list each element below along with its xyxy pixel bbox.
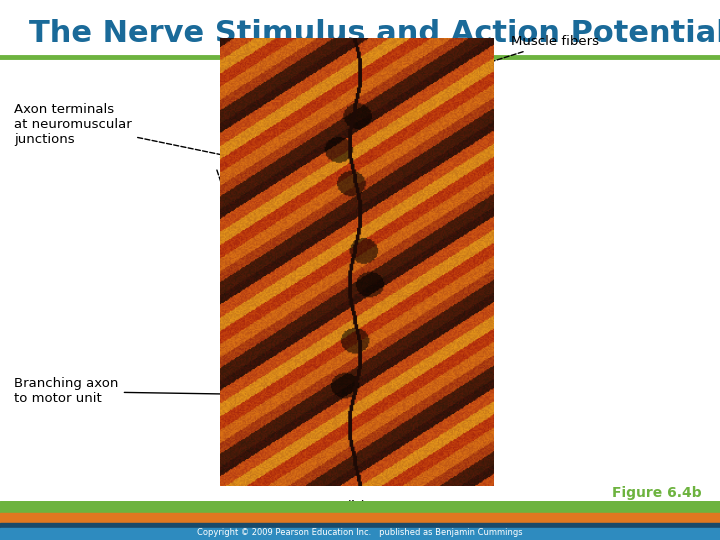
Bar bbox=[0, 528, 720, 540]
Bar bbox=[0, 523, 720, 528]
Bar bbox=[0, 513, 720, 523]
Bar bbox=[0, 501, 720, 513]
Text: (b): (b) bbox=[346, 500, 367, 515]
Text: Copyright © 2009 Pearson Education Inc.   published as Benjamin Cummings: Copyright © 2009 Pearson Education Inc. … bbox=[197, 528, 523, 537]
Text: Branching axon
to motor unit: Branching axon to motor unit bbox=[14, 377, 233, 406]
Text: Muscle fibers: Muscle fibers bbox=[469, 35, 599, 70]
Text: The Nerve Stimulus and Action Potential: The Nerve Stimulus and Action Potential bbox=[29, 19, 720, 48]
Text: Figure 6.4b: Figure 6.4b bbox=[613, 485, 702, 500]
Text: Axon terminals
at neuromuscular
junctions: Axon terminals at neuromuscular junction… bbox=[14, 103, 226, 157]
